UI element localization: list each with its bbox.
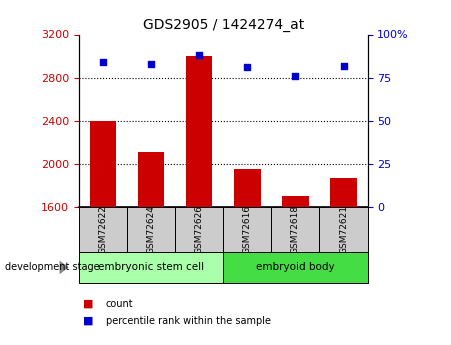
Text: count: count [106, 299, 133, 308]
Bar [234, 169, 261, 207]
Bar [319, 207, 368, 252]
Text: development stage: development stage [5, 263, 99, 272]
Text: GSM72626: GSM72626 [195, 205, 204, 254]
Text: GSM72616: GSM72616 [243, 205, 252, 254]
Point [292, 73, 299, 79]
Text: GSM72624: GSM72624 [147, 205, 156, 254]
Point [244, 65, 251, 70]
Text: GSM72622: GSM72622 [98, 205, 107, 254]
Text: percentile rank within the sample: percentile rank within the sample [106, 316, 271, 326]
Text: embryoid body: embryoid body [256, 263, 335, 272]
Point [147, 61, 155, 67]
Polygon shape [60, 260, 69, 274]
Text: embryonic stem cell: embryonic stem cell [98, 263, 204, 272]
Text: GSM72621: GSM72621 [339, 205, 348, 254]
Bar [223, 252, 368, 283]
Bar [79, 207, 127, 252]
Title: GDS2905 / 1424274_at: GDS2905 / 1424274_at [143, 18, 304, 32]
Bar [79, 252, 223, 283]
Bar [330, 178, 357, 207]
Bar [127, 207, 175, 252]
Bar [223, 207, 272, 252]
Point [196, 52, 203, 58]
Text: ■: ■ [83, 299, 94, 308]
Bar [175, 207, 223, 252]
Point [99, 59, 106, 65]
Bar [138, 152, 164, 207]
Text: ■: ■ [83, 316, 94, 326]
Bar [272, 207, 319, 252]
Point [340, 63, 347, 68]
Bar [90, 121, 116, 207]
Text: GSM72618: GSM72618 [291, 205, 300, 254]
Bar [282, 196, 308, 207]
Bar [186, 56, 212, 207]
